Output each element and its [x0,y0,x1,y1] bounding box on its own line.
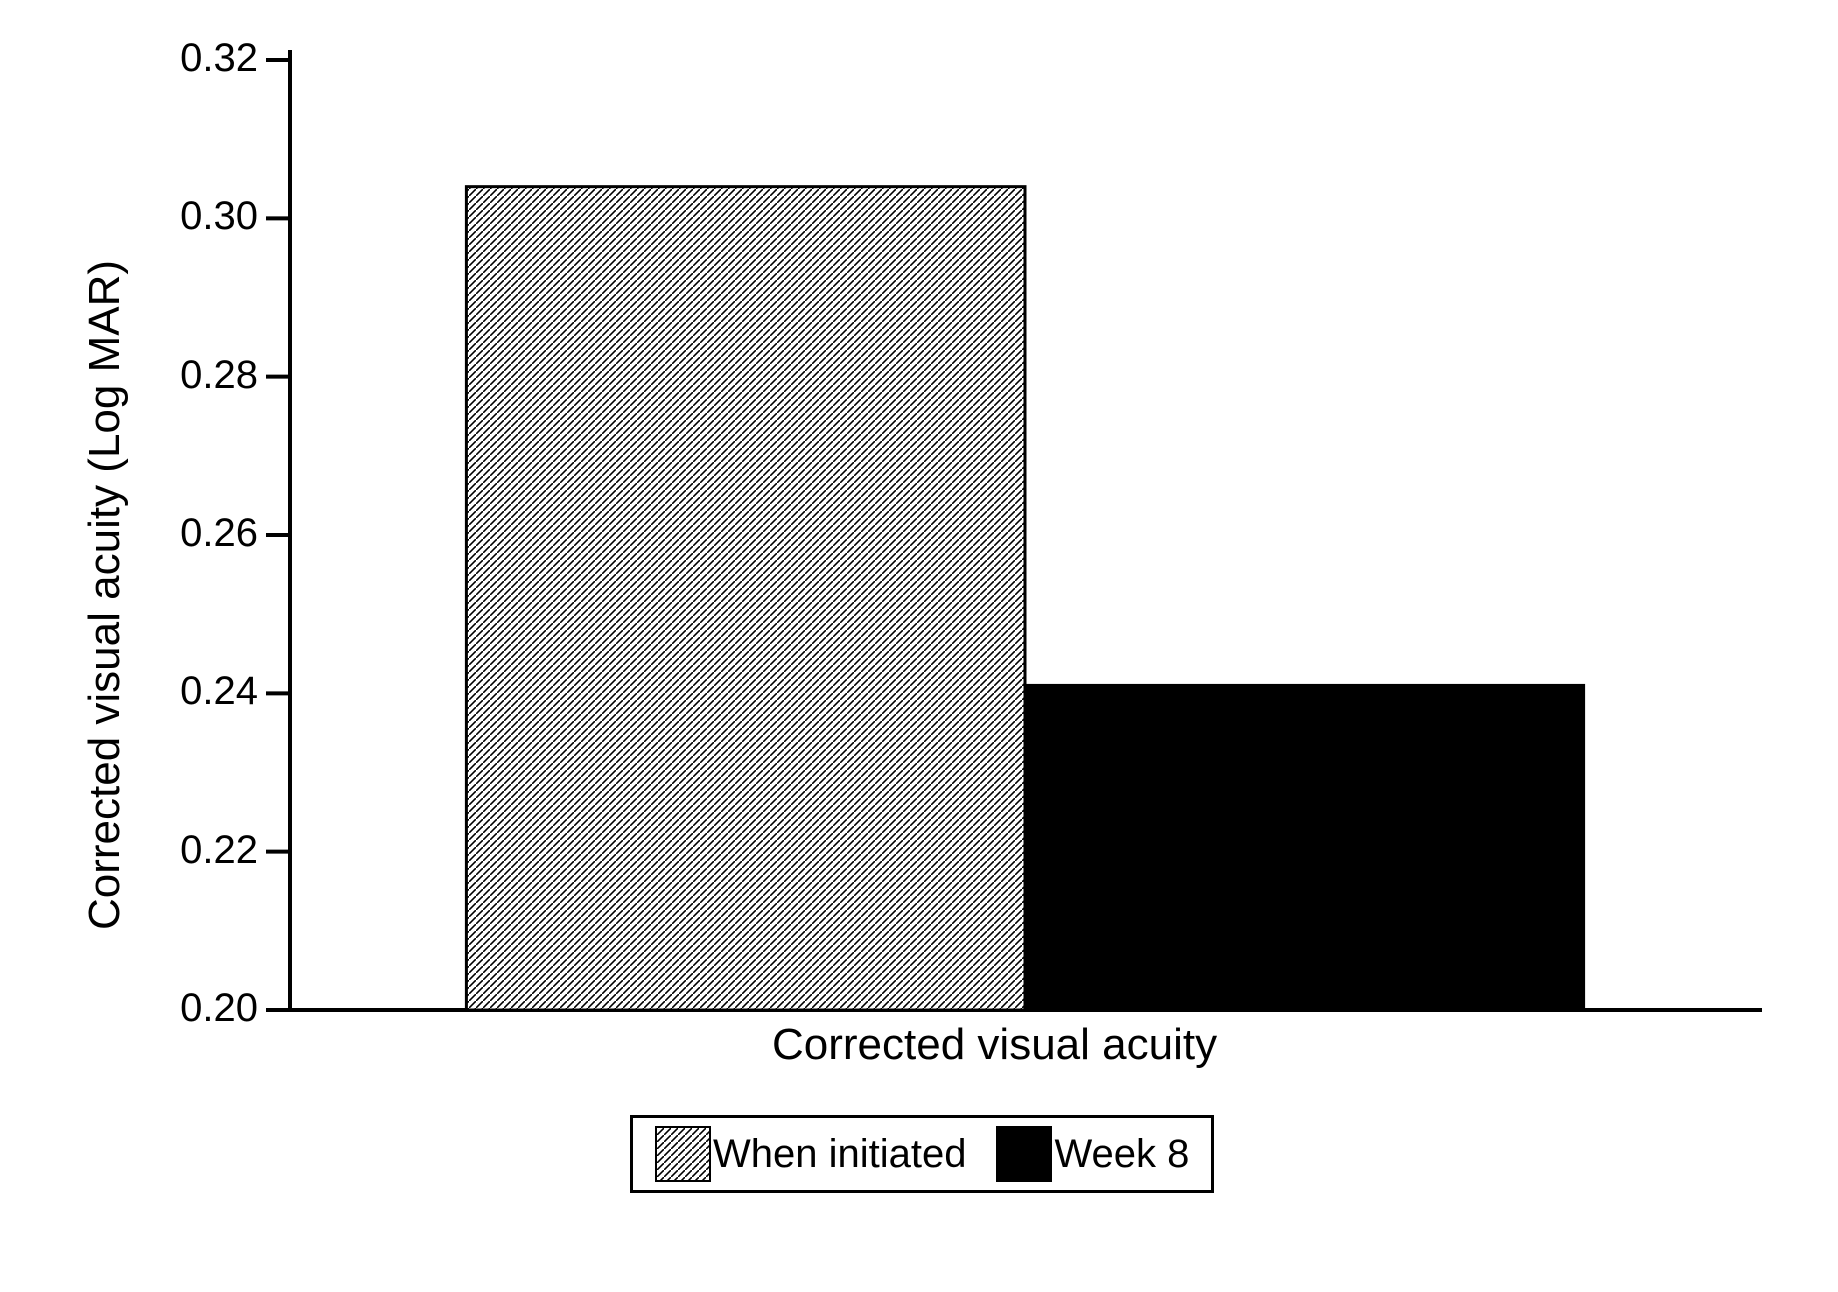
bar-when-initiated [466,187,1025,1010]
legend-label-week-8: Week 8 [1054,1132,1189,1177]
chart-container: 0.20 0.22 0.24 0.26 0.28 0.30 0.32 Corrected v… [0,0,1838,1292]
legend: When initiated Week 8 [630,1115,1214,1193]
y-tick-label: 0.24 [180,669,258,714]
legend-swatch-week-8 [996,1126,1052,1182]
y-axis-label: Corrected visual acuity (Log MAR) [80,260,130,930]
bar-chart [0,0,1838,1292]
y-tick-label: 0.26 [180,511,258,556]
bar-week-8 [1025,685,1584,1010]
y-tick-label: 0.22 [180,828,258,873]
legend-item-week-8: Week 8 [996,1126,1189,1182]
legend-swatch-when-initiated [655,1126,711,1182]
y-tick-label: 0.28 [180,353,258,398]
legend-item-when-initiated: When initiated [655,1126,966,1182]
x-axis-label: Corrected visual acuity [772,1020,1217,1070]
y-tick-label: 0.32 [180,36,258,81]
y-tick-label: 0.30 [180,194,258,239]
y-tick-label: 0.20 [180,986,258,1031]
legend-label-when-initiated: When initiated [713,1132,966,1177]
